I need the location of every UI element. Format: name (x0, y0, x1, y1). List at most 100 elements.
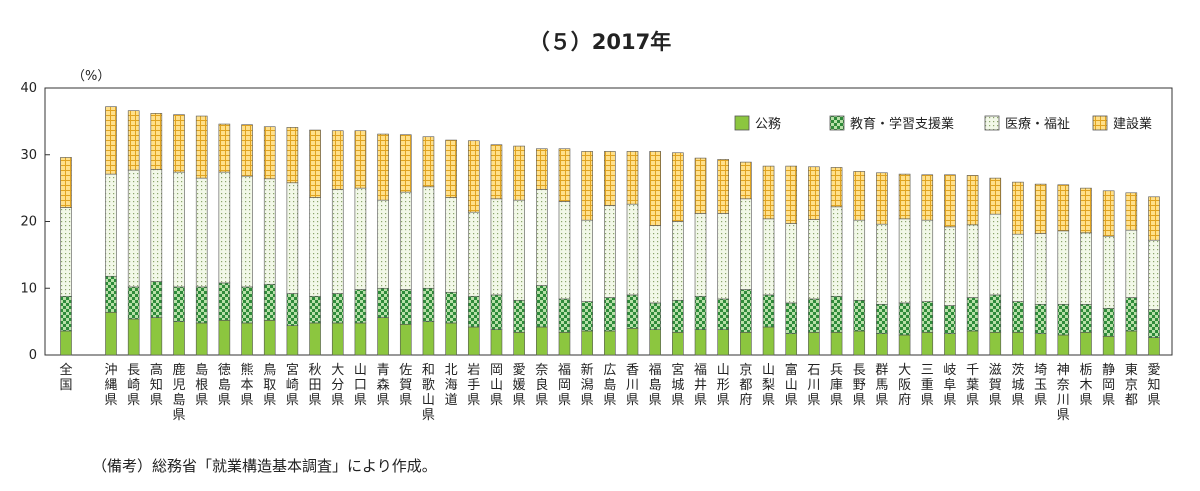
category-label-char: 梨 (762, 378, 775, 393)
bar-segment-4 (558, 148, 571, 202)
y-tick-label: 40 (20, 81, 37, 96)
bar-segment-3 (490, 198, 503, 296)
bar-segment-2 (513, 299, 525, 333)
category-label: 千葉県 (966, 363, 979, 408)
category-label-char: 根 (195, 378, 208, 393)
category-label-char: 田 (309, 378, 322, 393)
bar-segment-4 (173, 114, 185, 173)
category-label-char: 道 (445, 393, 458, 408)
bar-segment-4 (241, 124, 253, 177)
category-label-char: 全 (59, 362, 72, 378)
bar-segment-1 (218, 319, 231, 356)
bar-segment-2 (1034, 303, 1047, 334)
bar-segment-1 (513, 332, 525, 356)
category-label-char: 奈 (1057, 378, 1070, 393)
category-label: 長野県 (853, 363, 866, 408)
bar-segment-3 (717, 213, 729, 300)
category-label: 滋賀県 (989, 363, 1002, 408)
bar-segment-2 (377, 287, 389, 318)
bar-segment-3 (150, 169, 163, 282)
bar-segment-3 (581, 219, 593, 302)
category-label: 熊本県 (241, 362, 254, 408)
bar-segment-3 (808, 219, 820, 300)
category-label-char: 県 (1102, 393, 1115, 408)
category-label-char: 秋 (309, 363, 322, 378)
bar-segment-1 (1034, 333, 1047, 356)
category-label-char: 県 (513, 393, 526, 408)
bar-segment-4 (1125, 192, 1138, 231)
category-label-char: 山 (717, 363, 730, 378)
category-label-char: 府 (898, 393, 911, 408)
bar-segment-2 (558, 298, 571, 333)
category-label-char: 県 (104, 393, 117, 408)
category-label-char: 県 (354, 393, 367, 408)
bar-segment-3 (536, 189, 548, 286)
category-label-char: 奈 (535, 363, 548, 378)
category-label-char: 島 (173, 393, 186, 408)
category-label: 京都府 (739, 363, 752, 408)
bar-segment-1 (830, 332, 843, 356)
legend-label: 教育・学習支援業 (850, 116, 954, 132)
category-label-char: 岐 (943, 363, 956, 378)
bar-segment-1 (853, 330, 866, 356)
category-label: 山口県 (354, 363, 367, 408)
bar-segment-2 (1148, 309, 1160, 338)
bar-segment-2 (1057, 303, 1070, 336)
legend-swatch (829, 115, 845, 131)
bar-segment-1 (944, 333, 956, 356)
bar-segment-3 (263, 178, 276, 285)
bar-segment-1 (1148, 337, 1160, 356)
bar-segment-4 (150, 113, 163, 170)
bar-segment-1 (354, 322, 367, 356)
category-label: 富山県 (785, 362, 798, 408)
bar-segment-2 (105, 275, 117, 313)
category-label-char: 山 (490, 378, 503, 393)
category-label-char: 馬 (875, 378, 888, 393)
bar-segment-3 (173, 171, 185, 288)
bar-segment-1 (558, 332, 571, 356)
category-label-char: 鹿 (173, 362, 186, 378)
category-label-char: 愛 (513, 363, 526, 378)
bar-segment-3 (331, 189, 344, 294)
bar-segment-2 (944, 305, 956, 334)
bar-segment-3 (989, 213, 1002, 296)
category-label-char: 縄 (104, 378, 117, 393)
category-label-char: 県 (853, 393, 866, 408)
bar-segment-3 (898, 218, 911, 304)
bar-segment-1 (898, 334, 911, 356)
bar-segment-4 (921, 174, 934, 221)
bar-segment-2 (467, 295, 480, 328)
category-label-char: 川 (807, 378, 820, 393)
category-label-char: 福 (649, 363, 662, 378)
bar-segment-3 (60, 207, 72, 297)
category-label-char: 県 (1034, 393, 1047, 408)
bar-segment-4 (1148, 196, 1160, 241)
bar-segment-4 (286, 127, 299, 184)
category-label-char: 都 (739, 378, 752, 393)
bar-segment-4 (604, 151, 616, 206)
category-label-char: 都 (1125, 393, 1138, 408)
bar-segment-3 (422, 186, 435, 289)
legend-swatch (984, 115, 1000, 131)
y-tick-label: 20 (20, 215, 37, 230)
category-label: 茨城県 (1011, 363, 1024, 408)
category-label-char: 県 (966, 393, 979, 408)
category-labels: 全国沖縄県長崎県高知県鹿児島県島根県徳島県熊本県鳥取県宮崎県秋田県大分県山口県青… (59, 362, 1160, 423)
category-label-char: 鳥 (263, 363, 276, 378)
category-label-char: 滋 (989, 363, 1002, 378)
category-label-char: 県 (649, 393, 662, 408)
bar-segment-1 (331, 322, 344, 356)
bar-segment-1 (1057, 334, 1070, 356)
category-label-char: 県 (535, 393, 548, 408)
category-label-char: 富 (785, 362, 798, 378)
bar-segment-4 (218, 123, 231, 173)
bar-segment-2 (127, 286, 140, 320)
bar-segment-1 (717, 329, 729, 356)
category-label-char: 三 (921, 363, 934, 378)
category-label: 群馬県 (875, 363, 888, 408)
category-label: 大阪府 (898, 363, 911, 408)
category-label-char: 千 (966, 363, 979, 378)
